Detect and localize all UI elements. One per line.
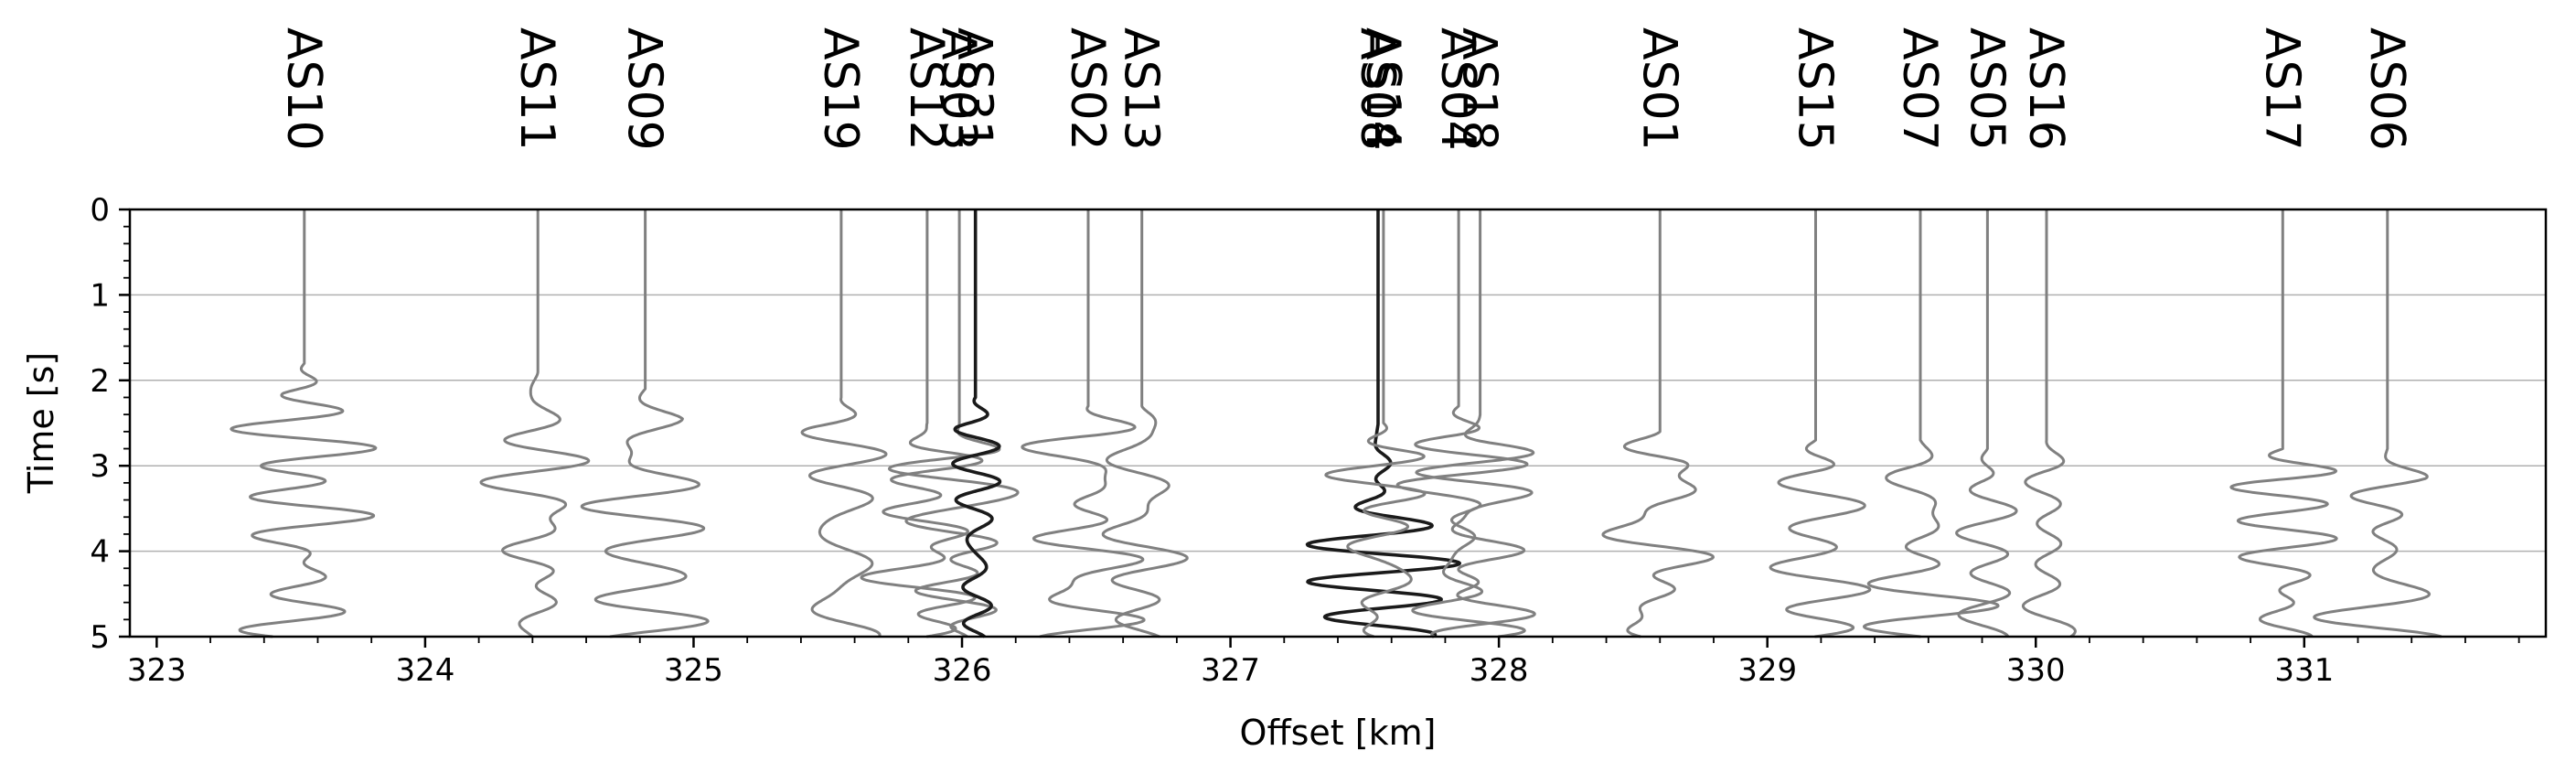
station-label-as12: AS12 [899, 27, 954, 151]
y-tick-label: 4 [90, 534, 110, 571]
x-tick-label: 324 [395, 652, 454, 689]
trace-as09 [580, 209, 710, 638]
trace-as10 [230, 209, 378, 638]
x-tick-label: 329 [1737, 652, 1797, 689]
station-label-as06: AS06 [2359, 27, 2414, 151]
trace-as19 [800, 209, 888, 638]
station-label-as02: AS02 [1060, 27, 1115, 151]
trace-as04 [1395, 209, 1529, 638]
station-label-as09: AS09 [617, 27, 672, 151]
y-tick-label: 2 [90, 363, 110, 400]
y-tick-label: 5 [90, 619, 110, 656]
trace-as08 [1305, 209, 1461, 638]
x-tick-label: 331 [2274, 652, 2334, 689]
axis-ticks: 0 1 2 3 4 5 323 324 325 326 327 328 329 330 331 [90, 192, 2520, 689]
station-label-as14: AS14 [1355, 27, 1410, 151]
station-label-as01: AS01 [1631, 27, 1686, 151]
trace-as31 [951, 209, 1002, 638]
x-tick-label: 323 [127, 652, 187, 689]
y-tick-label: 0 [90, 192, 110, 229]
trace-as12 [860, 209, 984, 638]
station-label-as08: AS08 [1350, 27, 1405, 151]
trace-as18 [1415, 209, 1536, 638]
station-label-as04: AS04 [1430, 27, 1485, 151]
station-label-as13: AS13 [1114, 27, 1169, 151]
trace-as14 [1324, 209, 1427, 638]
plot-frame [128, 208, 2548, 638]
trace-as13 [1101, 209, 1189, 638]
x-tick-label: 327 [1201, 652, 1260, 689]
station-label-as19: AS19 [813, 27, 868, 151]
trace-as17 [2229, 209, 2338, 638]
trace-as07 [1863, 209, 2000, 638]
y-axis-label: Time [s] [21, 352, 61, 495]
station-label-as15: AS15 [1788, 27, 1843, 151]
station-label-as31: AS31 [947, 27, 1002, 151]
station-label-as17: AS17 [2254, 27, 2309, 151]
station-label-as11: AS11 [509, 27, 564, 151]
waveform-traces [230, 209, 2442, 638]
grid-lines [130, 294, 2546, 552]
trace-as06 [2313, 209, 2442, 638]
y-tick-label: 3 [90, 448, 110, 485]
x-tick-label: 328 [1470, 652, 1529, 689]
x-tick-label: 326 [933, 652, 992, 689]
x-axis-label: Offset [km] [1240, 713, 1437, 753]
station-label-as10: AS10 [276, 27, 331, 151]
station-label-as05: AS05 [1959, 27, 2014, 151]
trace-as01 [1601, 209, 1715, 638]
trace-as16 [2021, 209, 2077, 638]
trace-as03 [888, 209, 1020, 638]
x-tick-label: 325 [664, 652, 723, 689]
y-tick-label: 1 [90, 277, 110, 314]
station-label-as18: AS18 [1452, 27, 1507, 151]
station-label-as03: AS03 [931, 27, 986, 151]
trace-as11 [479, 209, 591, 638]
trace-as15 [1769, 209, 1872, 638]
trace-as05 [1955, 209, 2018, 638]
station-label-as16: AS16 [2018, 27, 2073, 151]
x-tick-label: 330 [2006, 652, 2066, 689]
station-label-as07: AS07 [1892, 27, 1947, 151]
trace-as02 [1021, 209, 1146, 638]
